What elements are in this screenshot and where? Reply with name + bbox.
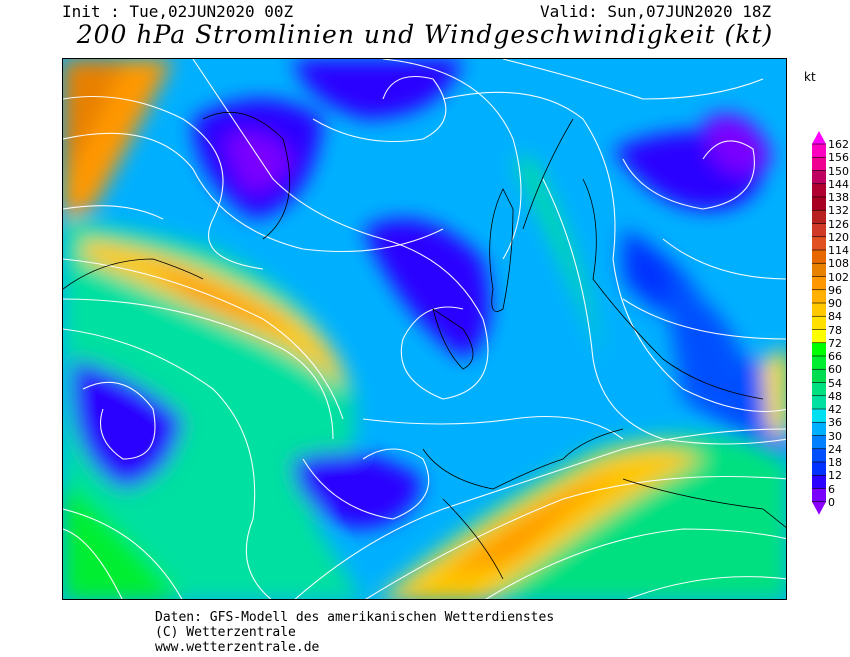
color-bin bbox=[812, 316, 826, 330]
color-scale-tick: 132 bbox=[828, 204, 849, 218]
footer-copyright: (C) Wetterzentrale bbox=[155, 625, 296, 640]
color-bin bbox=[812, 250, 826, 264]
color-scale-tick: 12 bbox=[828, 469, 842, 483]
color-scale-tick: 150 bbox=[828, 164, 849, 178]
color-bin bbox=[812, 276, 826, 291]
color-scale-tick: 72 bbox=[828, 336, 842, 350]
color-bin bbox=[812, 369, 826, 383]
color-scale-tick: 36 bbox=[828, 416, 842, 430]
color-scale-tick: 114 bbox=[828, 244, 849, 257]
color-bin bbox=[812, 289, 826, 304]
color-bin bbox=[812, 422, 826, 436]
color-scale-tick: 18 bbox=[828, 456, 842, 469]
color-scale-tick: 156 bbox=[828, 151, 849, 165]
color-scale-tick: 90 bbox=[828, 297, 842, 310]
color-bin bbox=[812, 395, 826, 410]
color-bin bbox=[812, 382, 826, 397]
valid-time: Valid: Sun,07JUN2020 18Z bbox=[540, 2, 772, 21]
color-bin bbox=[812, 170, 826, 185]
color-scale-tick: 96 bbox=[828, 283, 842, 297]
color-bin bbox=[812, 501, 826, 515]
color-scale-tick: 54 bbox=[828, 376, 842, 390]
color-scale-tick: 108 bbox=[828, 257, 849, 271]
color-scale-tick: 120 bbox=[828, 230, 849, 244]
wind-map bbox=[62, 58, 787, 600]
color-scale-tick: 0 bbox=[828, 495, 835, 509]
color-scale-tick: 84 bbox=[828, 310, 842, 324]
color-scale-tick: 24 bbox=[828, 442, 842, 456]
footer-data-source: Daten: GFS-Modell des amerikanischen Wet… bbox=[155, 610, 555, 625]
wind-speed-field bbox=[63, 59, 786, 599]
color-bin bbox=[812, 236, 826, 251]
color-bin bbox=[812, 448, 826, 463]
color-bin bbox=[812, 131, 826, 144]
color-scale-tick: 102 bbox=[828, 270, 849, 284]
color-scale-tick: 66 bbox=[828, 350, 842, 363]
color-bin bbox=[812, 197, 826, 211]
color-bin bbox=[812, 409, 826, 423]
color-bin bbox=[812, 356, 826, 370]
color-scale-tick: 30 bbox=[828, 429, 842, 443]
color-scale-tick: 6 bbox=[828, 482, 835, 496]
color-bin bbox=[812, 488, 826, 503]
color-bin bbox=[812, 329, 826, 344]
color-bin bbox=[812, 263, 826, 277]
color-scale-tick: 126 bbox=[828, 217, 849, 231]
footer-url[interactable]: www.wetterzentrale.de bbox=[155, 640, 320, 655]
color-scale-tick: 42 bbox=[828, 403, 842, 416]
color-scale-tick: 162 bbox=[828, 138, 849, 151]
init-time: Init : Tue,02JUN2020 00Z bbox=[62, 2, 294, 21]
color-bin bbox=[812, 462, 826, 476]
color-bin bbox=[812, 223, 826, 238]
legend-unit: kt bbox=[804, 70, 816, 84]
map-title: 200 hPa Stromlinien und Windgeschwindigk… bbox=[76, 20, 774, 49]
coastlines bbox=[63, 112, 786, 580]
color-scale-tick: 48 bbox=[828, 389, 842, 403]
color-bin bbox=[812, 342, 826, 357]
color-scale-tick: 138 bbox=[828, 191, 849, 204]
color-bin bbox=[812, 303, 826, 317]
color-bin bbox=[812, 435, 826, 450]
color-bin bbox=[812, 144, 826, 158]
color-bin bbox=[812, 157, 826, 171]
color-scale-tick: 60 bbox=[828, 363, 842, 377]
color-scale-tick: 144 bbox=[828, 177, 849, 191]
color-bin bbox=[812, 210, 826, 224]
color-bin bbox=[812, 475, 826, 489]
streamlines bbox=[63, 59, 786, 599]
color-scale-bar bbox=[812, 131, 826, 515]
color-bin bbox=[812, 183, 826, 198]
color-scale-tick: 78 bbox=[828, 323, 842, 337]
